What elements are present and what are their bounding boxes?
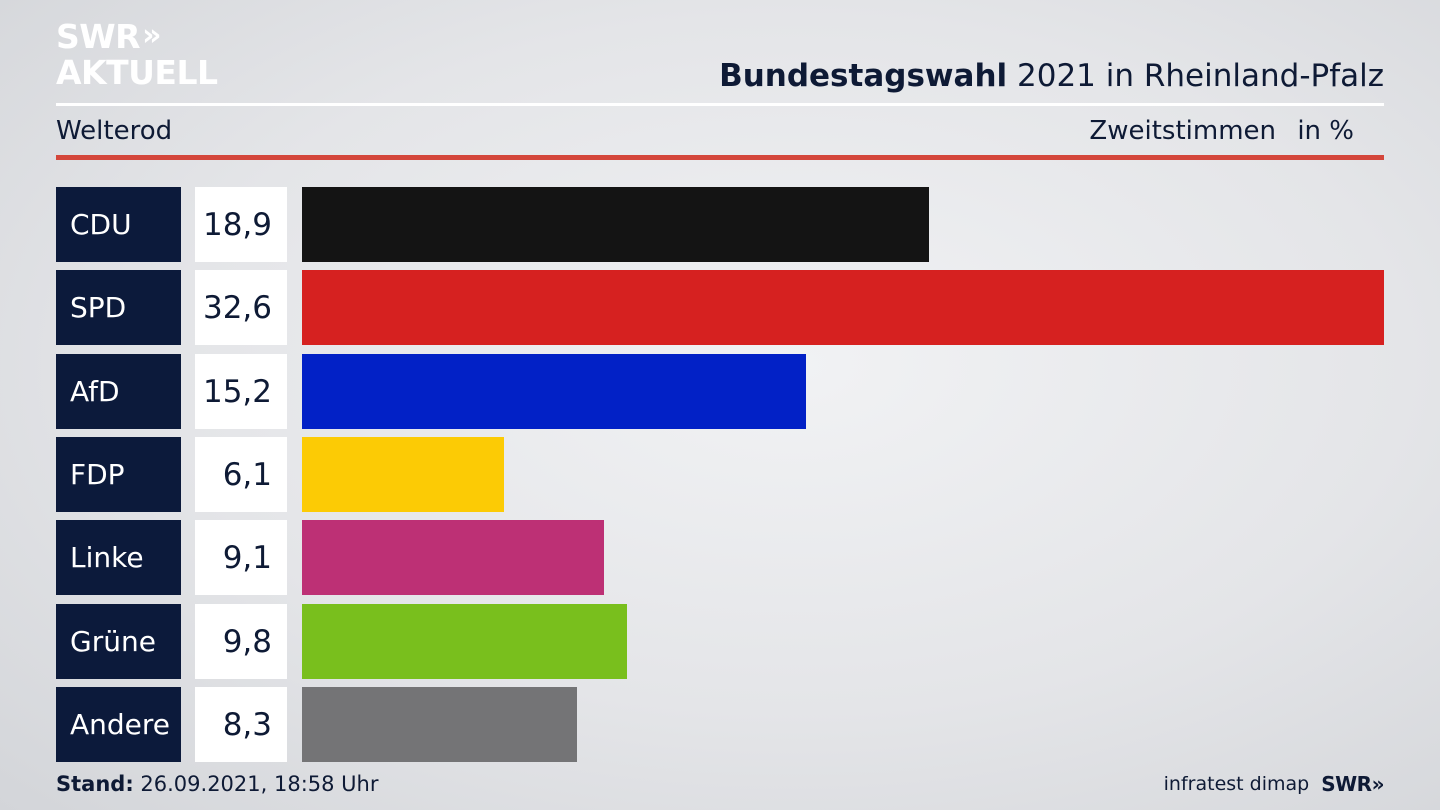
party-label: SPD <box>56 270 181 345</box>
unit-label: in % <box>1297 116 1354 146</box>
logo-text-swr: SWR <box>56 16 141 56</box>
party-label: Andere <box>56 687 181 762</box>
chart-title-bold: Bundestagswahl <box>719 58 1008 94</box>
footer-brand: SWR <box>1321 772 1372 796</box>
value-label: 32,6 <box>195 270 287 345</box>
accent-divider <box>56 155 1384 160</box>
region-label: Welterod <box>56 116 173 146</box>
timestamp-label: Stand: <box>56 772 134 796</box>
party-label: Linke <box>56 520 181 595</box>
bar-row: CDU 18,9 <box>0 187 1440 262</box>
bar <box>302 187 929 262</box>
bar <box>302 604 627 679</box>
swr-aktuell-logo: SWR » AKTUELL <box>56 18 218 90</box>
logo-chevron-icon: » <box>142 18 162 53</box>
bar-row: SPD 32,6 <box>0 270 1440 345</box>
party-label: FDP <box>56 437 181 512</box>
bar-row: FDP 6,1 <box>0 437 1440 512</box>
bar-row: Linke 9,1 <box>0 520 1440 595</box>
bar <box>302 520 604 595</box>
chart-title-rest: 2021 in Rheinland-Pfalz <box>1007 58 1384 94</box>
value-label: 6,1 <box>195 437 287 512</box>
vote-type-label: Zweitstimmen <box>1089 116 1276 146</box>
value-label: 9,8 <box>195 604 287 679</box>
header-divider <box>56 103 1384 106</box>
chart-title: Bundestagswahl 2021 in Rheinland-Pfalz <box>719 58 1384 94</box>
party-label: AfD <box>56 354 181 429</box>
bar <box>302 437 504 512</box>
source-credit: infratest dimap SWR» <box>1163 772 1385 796</box>
value-label: 9,1 <box>195 520 287 595</box>
bar-row: Andere 8,3 <box>0 687 1440 762</box>
bar <box>302 687 577 762</box>
bar <box>302 354 806 429</box>
logo-text-aktuell: AKTUELL <box>56 52 218 92</box>
timestamp-value: 26.09.2021, 18:58 Uhr <box>133 772 379 796</box>
party-label: CDU <box>56 187 181 262</box>
value-label: 8,3 <box>195 687 287 762</box>
timestamp: Stand: 26.09.2021, 18:58 Uhr <box>56 772 379 796</box>
bar-row: AfD 15,2 <box>0 354 1440 429</box>
value-label: 18,9 <box>195 187 287 262</box>
footer-chevron-icon: » <box>1371 772 1385 796</box>
source-label: infratest dimap <box>1163 773 1310 795</box>
value-label: 15,2 <box>195 354 287 429</box>
bar-row: Grüne 9,8 <box>0 604 1440 679</box>
footer-swr-logo: SWR» <box>1321 772 1384 796</box>
bar <box>302 270 1384 345</box>
party-label: Grüne <box>56 604 181 679</box>
